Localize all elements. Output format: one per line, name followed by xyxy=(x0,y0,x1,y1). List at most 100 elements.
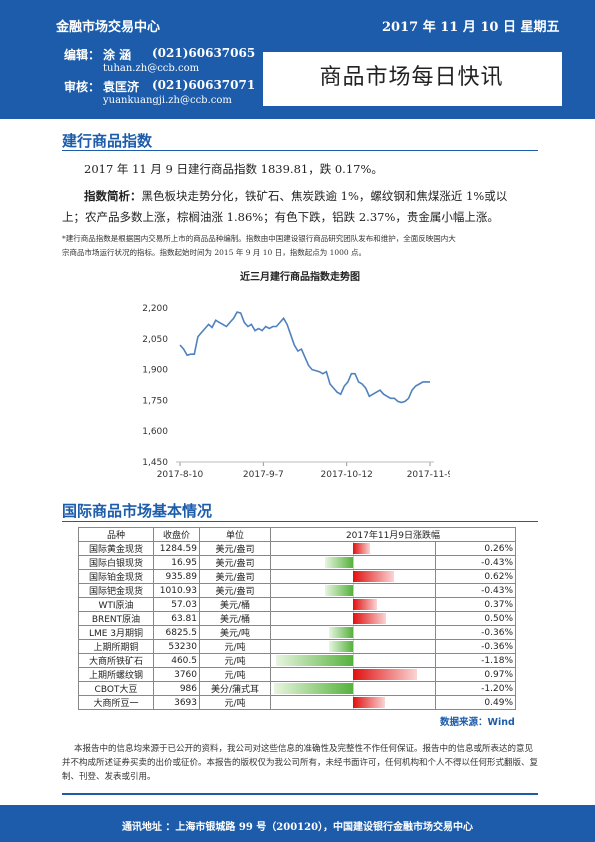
row-change-value: 0.49% xyxy=(435,695,516,710)
change-bar-up xyxy=(353,613,386,624)
row-price: 6825.5 xyxy=(153,625,200,640)
editor-label: 编辑： xyxy=(64,48,101,62)
editor-phone: (021)60637065 xyxy=(152,46,256,60)
row-change-bar xyxy=(270,681,436,696)
row-change-value: 0.50% xyxy=(435,611,516,626)
table-row: 大商所豆一 3693 元/吨 0.49% xyxy=(78,695,516,710)
col-header-name: 品种 xyxy=(78,527,154,542)
row-change-bar xyxy=(270,625,436,640)
row-price: 1284.59 xyxy=(153,541,200,556)
section-title-index: 建行商品指数 xyxy=(62,132,153,150)
row-unit: 美元/吨 xyxy=(199,625,271,640)
change-bar-down xyxy=(324,585,353,596)
index-note-1: *建行商品指数是根据国内交易所上市的商品品种编制。指数由中国建设银行商品研究团队… xyxy=(62,234,456,243)
table-row: WTI原油 57.03 美元/桶 0.37% xyxy=(78,597,516,612)
editor-email[interactable]: tuhan.zh@ccb.com xyxy=(103,63,200,74)
row-change-value: -0.36% xyxy=(435,625,516,640)
change-bar-down xyxy=(329,627,353,638)
brief-text-1: 黑色板块走势分化，铁矿石、焦炭跌逾 1%，螺纹钢和焦煤涨近 1%或以 xyxy=(141,189,508,203)
x-tick-label: 2017-11-9 xyxy=(407,470,450,480)
bar-axis xyxy=(353,626,354,639)
index-series-line xyxy=(179,311,430,404)
footer-band xyxy=(0,805,595,842)
intl-market-table: 品种 收盘价 单位 2017年11月9日涨跌幅 国际黄金现货 1284.59 美元/… xyxy=(78,527,516,710)
section-rule xyxy=(62,150,538,151)
row-name: LME 3月期铜 xyxy=(78,625,154,640)
row-change-bar xyxy=(270,569,436,584)
row-name: 国际白银现货 xyxy=(78,555,154,570)
col-header-unit: 单位 xyxy=(199,527,271,542)
row-change-bar xyxy=(270,555,436,570)
disclaimer: 本报告中的信息均来源于已公开的资料，我公司对这些信息的准确性及完整性不作任何保证… xyxy=(62,744,539,782)
row-price: 3693 xyxy=(153,695,200,710)
row-unit: 元/吨 xyxy=(199,639,271,654)
change-bar-down xyxy=(329,641,353,652)
reviewer-email[interactable]: yuankuangji.zh@ccb.com xyxy=(103,95,232,106)
bar-axis xyxy=(353,682,354,695)
col-header-change: 2017年11月9日涨跌幅 xyxy=(270,527,516,542)
change-bar-up xyxy=(353,543,371,554)
section-rule xyxy=(62,521,538,522)
row-unit: 美元/盎司 xyxy=(199,541,271,556)
bar-axis xyxy=(353,654,354,667)
row-name: BRENT原油 xyxy=(78,611,154,626)
index-line-chart: 2,200 2,050 1,900 1,750 1,600 1,450 2017-8-10… xyxy=(142,304,450,480)
brief-label: 指数简析： xyxy=(84,189,142,203)
row-unit: 元/吨 xyxy=(199,667,271,682)
row-change-value: 0.37% xyxy=(435,597,516,612)
y-tick-label: 2,200 xyxy=(142,304,168,314)
table-row: CBOT大豆 986 美分/蒲式耳 -1.20% xyxy=(78,681,516,696)
row-price: 16.95 xyxy=(153,555,200,570)
change-bar-down xyxy=(275,655,353,666)
row-unit: 美元/桶 xyxy=(199,611,271,626)
row-change-bar xyxy=(270,541,436,556)
section-title-intl: 国际商品市场基本情况 xyxy=(62,502,213,520)
row-name: CBOT大豆 xyxy=(78,681,154,696)
row-name: 上期所螺纹钢 xyxy=(78,667,154,682)
row-name: 国际铂金现货 xyxy=(78,569,154,584)
row-change-value: -0.43% xyxy=(435,555,516,570)
row-price: 63.81 xyxy=(153,611,200,626)
row-change-bar xyxy=(270,667,436,682)
row-name: 国际黄金现货 xyxy=(78,541,154,556)
y-tick-label: 1,900 xyxy=(142,366,168,376)
row-change-value: -1.20% xyxy=(435,681,516,696)
row-change-bar xyxy=(270,695,436,710)
brief-line-1: 指数简析：黑色板块走势分化，铁矿石、焦炭跌逾 1%，螺纹钢和焦煤涨近 1%或以 xyxy=(84,186,507,206)
row-unit: 元/吨 xyxy=(199,695,271,710)
change-bar-up xyxy=(353,571,394,582)
row-unit: 元/吨 xyxy=(199,653,271,668)
table-row: BRENT原油 63.81 美元/桶 0.50% xyxy=(78,611,516,626)
footer-rule xyxy=(62,793,538,795)
row-name: WTI原油 xyxy=(78,597,154,612)
row-name: 大商所豆一 xyxy=(78,695,154,710)
table-row: 大商所铁矿石 460.5 元/吨 -1.18% xyxy=(78,653,516,668)
report-title: 商品市场每日快讯 xyxy=(319,65,504,90)
change-bar-up xyxy=(353,599,378,610)
row-unit: 美元/盎司 xyxy=(199,583,271,598)
chart-title: 近三月建行商品指数走势图 xyxy=(240,272,360,283)
table-row: 国际钯金现货 1010.93 美元/盎司 -0.43% xyxy=(78,583,516,598)
table-row: 国际白银现货 16.95 美元/盎司 -0.43% xyxy=(78,555,516,570)
table-row: 上期所螺纹钢 3760 元/吨 0.97% xyxy=(78,667,516,682)
row-change-value: 0.97% xyxy=(435,667,516,682)
y-tick-label: 1,450 xyxy=(142,458,168,468)
y-tick-label: 1,600 xyxy=(142,427,168,437)
change-bar-up xyxy=(353,697,386,708)
row-price: 935.89 xyxy=(153,569,200,584)
report-title-box xyxy=(263,52,562,106)
row-change-bar xyxy=(270,597,436,612)
reviewer-label: 审核： xyxy=(64,80,101,94)
row-name: 上期所期铜 xyxy=(78,639,154,654)
row-change-bar xyxy=(270,583,436,598)
bar-axis xyxy=(353,640,354,653)
row-change-value: 0.26% xyxy=(435,541,516,556)
row-name: 大商所铁矿石 xyxy=(78,653,154,668)
row-change-value: 0.62% xyxy=(435,569,516,584)
row-change-value: -0.43% xyxy=(435,583,516,598)
row-price: 460.5 xyxy=(153,653,200,668)
change-bar-down xyxy=(324,557,353,568)
row-change-bar xyxy=(270,653,436,668)
y-tick-label: 1,750 xyxy=(142,396,168,406)
row-unit: 美元/盎司 xyxy=(199,569,271,584)
